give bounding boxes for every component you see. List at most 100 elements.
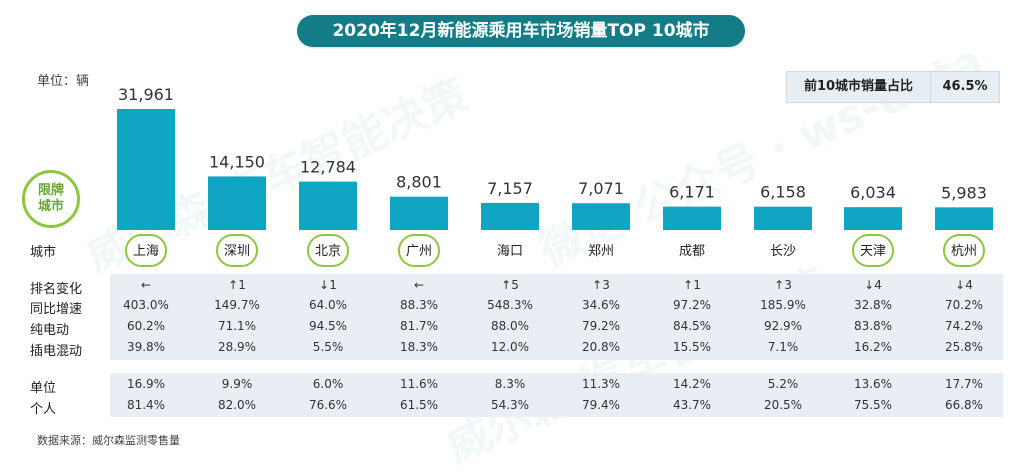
personal-cell: 81.4% — [126, 398, 166, 412]
limited-plate-ring — [398, 234, 440, 267]
city-label: 深圳 — [224, 244, 250, 259]
badge-line1: 限牌 — [37, 183, 64, 198]
personal-cell: 43.7% — [672, 398, 712, 412]
phev-cell: 39.8% — [126, 340, 166, 354]
bar-郑州 — [572, 203, 630, 230]
personal-cell: 61.5% — [399, 398, 439, 412]
row-label-rank-change: 排名变化 — [30, 282, 83, 297]
share-label: 前10城市销量占比 — [787, 72, 931, 102]
city-label: 北京 — [315, 244, 341, 259]
bar-广州 — [390, 196, 448, 230]
city-label: 广州 — [406, 244, 432, 259]
row-label-org: 单位 — [30, 381, 57, 396]
org-cell: 11.3% — [581, 377, 621, 391]
org-cell: 11.6% — [399, 377, 439, 391]
personal-cell: 75.5% — [853, 398, 893, 412]
stats-band-top — [110, 274, 1003, 360]
personal-cell: 66.8% — [944, 398, 984, 412]
bev-cell: 81.7% — [399, 319, 439, 333]
bev-cell: 74.2% — [944, 319, 984, 333]
data-source: 数据来源：威尔森监测零售量 — [37, 434, 180, 447]
phev-cell: 5.5% — [312, 340, 344, 354]
yoy-cell: 64.0% — [308, 298, 348, 312]
limited-plate-badge: 限牌 城市 — [22, 170, 80, 228]
bar-成都 — [663, 206, 721, 230]
yoy-cell: 70.2% — [944, 298, 984, 312]
city-label: 海口 — [497, 244, 523, 259]
bar-长沙 — [754, 206, 812, 230]
limited-plate-ring — [307, 234, 349, 267]
phev-cell: 18.3% — [399, 340, 439, 354]
personal-cell: 54.3% — [490, 398, 530, 412]
share-value: 46.5% — [942, 79, 988, 94]
yoy-cell: 548.3% — [487, 298, 533, 312]
bar-杭州 — [935, 207, 993, 230]
bar-海口 — [481, 202, 539, 230]
org-cell: 6.0% — [312, 377, 344, 391]
yoy-cell: 185.9% — [760, 298, 806, 312]
stats-band-bottom — [110, 373, 1003, 417]
limited-plate-ring — [943, 234, 985, 267]
yoy-cell: 97.2% — [672, 298, 712, 312]
bev-cell: 71.1% — [217, 319, 257, 333]
org-cell: 13.6% — [853, 377, 893, 391]
yoy-cell: 32.8% — [853, 298, 893, 312]
bev-cell: 83.8% — [853, 319, 893, 333]
top10-share-box: 前10城市销量占比 46.5% — [786, 71, 1000, 103]
rank-change-cell: ↓4 — [864, 278, 882, 292]
phev-cell: 12.0% — [490, 340, 530, 354]
bev-cell: 60.2% — [126, 319, 166, 333]
row-label-bev: 纯电动 — [30, 323, 70, 338]
rank-change-cell: ↑1 — [683, 278, 701, 292]
city-label: 郑州 — [588, 244, 614, 259]
badge-line2: 城市 — [37, 199, 64, 214]
rank-change-cell: ↑1 — [228, 278, 246, 292]
bev-cell: 94.5% — [308, 319, 348, 333]
bar-北京 — [299, 181, 357, 230]
data-label: 8,801 — [396, 173, 442, 192]
city-label: 成都 — [679, 244, 705, 259]
bar-chart: 31,961 上海 14,150 深圳 12,784 北京 8,801 广州 7,157 海口 7,… — [117, 85, 993, 267]
row-label-city: 城市 — [30, 245, 57, 260]
phev-cell: 28.9% — [217, 340, 257, 354]
org-cell: 8.3% — [494, 377, 526, 391]
bar-上海 — [117, 109, 175, 230]
data-label: 6,034 — [850, 183, 896, 202]
data-label: 5,983 — [941, 183, 987, 202]
phev-cell: 16.2% — [853, 340, 893, 354]
data-label: 6,171 — [669, 183, 715, 202]
data-label: 12,784 — [300, 158, 356, 177]
data-label: 7,157 — [487, 179, 533, 198]
city-label: 长沙 — [770, 244, 796, 259]
limited-plate-ring — [216, 234, 258, 267]
rank-change-cell: ← — [413, 278, 425, 292]
yoy-cell: 403.0% — [123, 298, 169, 312]
limited-plate-ring — [125, 234, 167, 267]
rank-change-cell: ↓1 — [319, 278, 337, 292]
limited-plate-ring — [852, 234, 894, 267]
data-label: 7,071 — [578, 179, 624, 198]
org-cell: 5.2% — [767, 377, 799, 391]
phev-cell: 7.1% — [767, 340, 799, 354]
bev-cell: 92.9% — [763, 319, 803, 333]
phev-cell: 20.8% — [581, 340, 621, 354]
city-label: 杭州 — [951, 244, 977, 259]
chart-title: 2020年12月新能源乘用车市场销量TOP 10城市 — [297, 15, 745, 47]
personal-cell: 20.5% — [763, 398, 803, 412]
row-label-yoy: 同比增速 — [30, 302, 83, 317]
personal-cell: 82.0% — [217, 398, 257, 412]
rank-change-cell: ↑3 — [592, 278, 610, 292]
rank-change-cell: ↓4 — [955, 278, 973, 292]
bev-cell: 79.2% — [581, 319, 621, 333]
personal-cell: 79.4% — [581, 398, 621, 412]
bev-cell: 84.5% — [672, 319, 712, 333]
org-cell: 17.7% — [944, 377, 984, 391]
personal-cell: 76.6% — [308, 398, 348, 412]
bev-cell: 88.0% — [490, 319, 530, 333]
bar-深圳 — [208, 176, 266, 230]
yoy-cell: 149.7% — [214, 298, 260, 312]
city-label: 天津 — [860, 244, 886, 259]
unit-label: 单位：辆 — [37, 74, 90, 89]
bar-天津 — [844, 207, 902, 230]
yoy-cell: 34.6% — [581, 298, 621, 312]
